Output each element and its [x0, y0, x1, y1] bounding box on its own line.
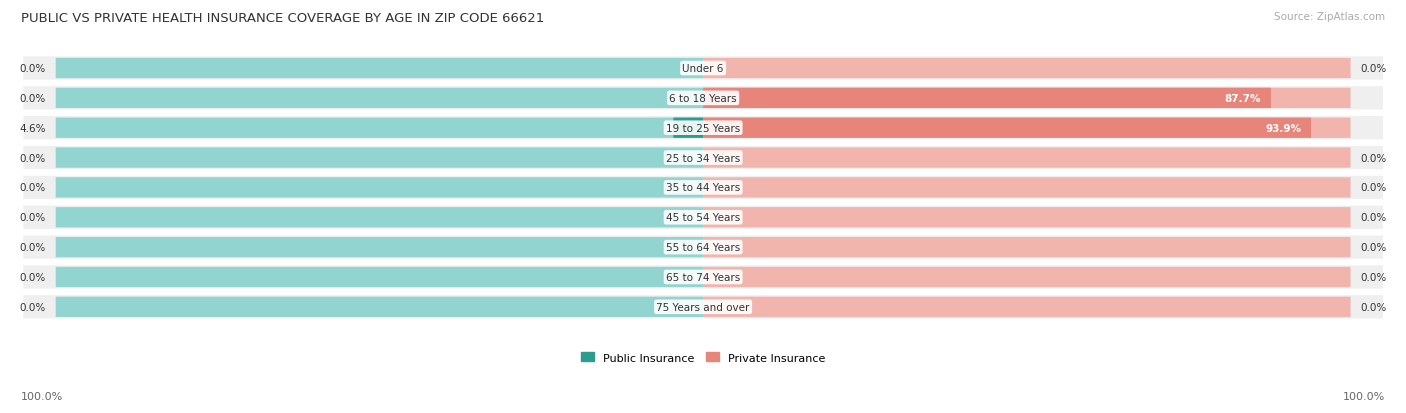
Legend: Public Insurance, Private Insurance: Public Insurance, Private Insurance [576, 348, 830, 367]
FancyBboxPatch shape [24, 87, 1384, 110]
FancyBboxPatch shape [703, 118, 1351, 138]
Text: 0.0%: 0.0% [1360, 183, 1386, 193]
FancyBboxPatch shape [703, 88, 1351, 109]
FancyBboxPatch shape [703, 88, 1271, 109]
FancyBboxPatch shape [703, 178, 1351, 198]
Text: 35 to 44 Years: 35 to 44 Years [666, 183, 740, 193]
Text: 0.0%: 0.0% [1360, 302, 1386, 312]
FancyBboxPatch shape [56, 118, 703, 138]
FancyBboxPatch shape [56, 297, 703, 317]
Text: 0.0%: 0.0% [20, 153, 46, 163]
Text: PUBLIC VS PRIVATE HEALTH INSURANCE COVERAGE BY AGE IN ZIP CODE 66621: PUBLIC VS PRIVATE HEALTH INSURANCE COVER… [21, 12, 544, 25]
Text: 0.0%: 0.0% [20, 64, 46, 74]
FancyBboxPatch shape [703, 59, 1351, 79]
Text: 100.0%: 100.0% [21, 391, 63, 401]
Text: 25 to 34 Years: 25 to 34 Years [666, 153, 740, 163]
FancyBboxPatch shape [24, 206, 1384, 229]
Text: 0.0%: 0.0% [1360, 64, 1386, 74]
Text: 0.0%: 0.0% [1360, 242, 1386, 252]
Text: Under 6: Under 6 [682, 64, 724, 74]
FancyBboxPatch shape [24, 266, 1384, 289]
Text: 75 Years and over: 75 Years and over [657, 302, 749, 312]
FancyBboxPatch shape [24, 117, 1384, 140]
Text: 65 to 74 Years: 65 to 74 Years [666, 272, 740, 282]
Text: 4.6%: 4.6% [20, 123, 46, 133]
Text: 55 to 64 Years: 55 to 64 Years [666, 242, 740, 252]
Text: 0.0%: 0.0% [20, 183, 46, 193]
FancyBboxPatch shape [703, 267, 1351, 287]
Text: Source: ZipAtlas.com: Source: ZipAtlas.com [1274, 12, 1385, 22]
FancyBboxPatch shape [24, 236, 1384, 259]
FancyBboxPatch shape [703, 118, 1310, 138]
Text: 0.0%: 0.0% [20, 213, 46, 223]
Text: 19 to 25 Years: 19 to 25 Years [666, 123, 740, 133]
Text: 0.0%: 0.0% [20, 302, 46, 312]
FancyBboxPatch shape [56, 59, 703, 79]
FancyBboxPatch shape [703, 237, 1351, 258]
FancyBboxPatch shape [24, 57, 1384, 81]
FancyBboxPatch shape [703, 208, 1351, 228]
Text: 0.0%: 0.0% [20, 242, 46, 252]
FancyBboxPatch shape [673, 118, 703, 138]
FancyBboxPatch shape [703, 297, 1351, 317]
FancyBboxPatch shape [703, 148, 1351, 169]
FancyBboxPatch shape [56, 237, 703, 258]
FancyBboxPatch shape [56, 88, 703, 109]
FancyBboxPatch shape [56, 208, 703, 228]
FancyBboxPatch shape [56, 267, 703, 287]
Text: 0.0%: 0.0% [20, 94, 46, 104]
Text: 0.0%: 0.0% [1360, 272, 1386, 282]
FancyBboxPatch shape [24, 147, 1384, 170]
FancyBboxPatch shape [56, 178, 703, 198]
Text: 6 to 18 Years: 6 to 18 Years [669, 94, 737, 104]
FancyBboxPatch shape [56, 148, 703, 169]
FancyBboxPatch shape [24, 176, 1384, 199]
Text: 0.0%: 0.0% [1360, 153, 1386, 163]
FancyBboxPatch shape [24, 295, 1384, 319]
Text: 100.0%: 100.0% [1343, 391, 1385, 401]
Text: 0.0%: 0.0% [1360, 213, 1386, 223]
Text: 0.0%: 0.0% [20, 272, 46, 282]
Text: 93.9%: 93.9% [1265, 123, 1302, 133]
Text: 87.7%: 87.7% [1225, 94, 1261, 104]
Text: 45 to 54 Years: 45 to 54 Years [666, 213, 740, 223]
